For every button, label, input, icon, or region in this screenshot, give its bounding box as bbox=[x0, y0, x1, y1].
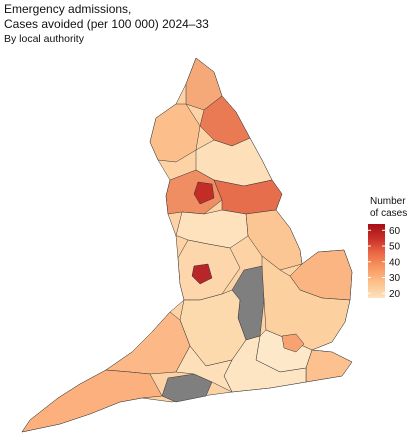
region bbox=[213, 179, 283, 215]
legend-title: Number bbox=[370, 196, 406, 207]
region bbox=[193, 181, 215, 205]
legend-tick-label: 60 bbox=[389, 226, 401, 237]
region bbox=[21, 369, 163, 433]
region bbox=[261, 255, 351, 351]
title-line: Cases avoided (per 100 000) 2024–33 bbox=[4, 17, 209, 31]
legend-title: of cases bbox=[370, 208, 407, 219]
title-line: Emergency admissions, bbox=[4, 2, 131, 16]
region bbox=[305, 349, 353, 383]
region bbox=[175, 345, 233, 393]
england-map bbox=[21, 57, 353, 433]
colorbar bbox=[368, 224, 385, 298]
subtitle: By local authority bbox=[4, 33, 85, 45]
region bbox=[281, 333, 305, 353]
legend-tick-label: 50 bbox=[389, 242, 401, 253]
region bbox=[191, 263, 213, 285]
legend-tick-label: 20 bbox=[389, 289, 401, 300]
legend-tick-label: 40 bbox=[389, 257, 401, 268]
legend: Number of cases 20 30 40 50 60 bbox=[368, 196, 407, 300]
legend-tick-label: 30 bbox=[389, 273, 401, 284]
region bbox=[105, 311, 191, 375]
